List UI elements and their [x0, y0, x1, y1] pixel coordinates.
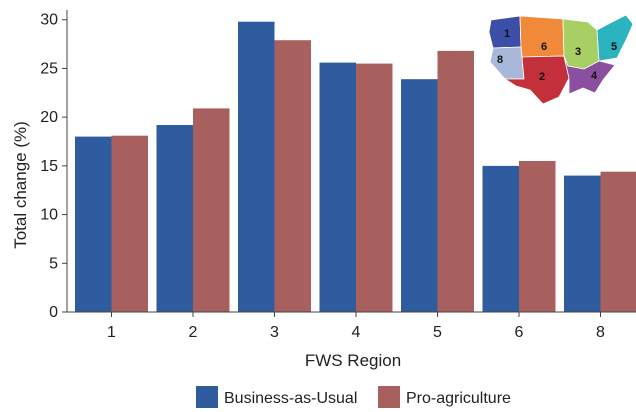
bar-pro-agriculture-region-2 [193, 108, 230, 313]
x-axis-title: FWS Region [305, 351, 401, 370]
map-region-2 [503, 55, 570, 105]
bar-business-as-usual-region-8 [564, 175, 601, 312]
bar-business-as-usual-region-3 [238, 21, 275, 312]
plot-area [75, 21, 636, 313]
y-tick-label-15: 15 [40, 158, 58, 175]
map-label-3: 3 [575, 46, 581, 58]
legend: Business-as-Usual Pro-agriculture [196, 386, 511, 408]
bar-business-as-usual-region-1 [75, 136, 112, 312]
map-region-8 [489, 46, 525, 80]
map-label-5: 5 [611, 41, 617, 53]
x-tick-label-8: 8 [596, 324, 605, 341]
map-region-3 [562, 18, 600, 70]
y-tick-label-5: 5 [49, 255, 58, 272]
map-label-4: 4 [591, 70, 598, 82]
map-label-1: 1 [504, 28, 510, 40]
legend-swatch-pro-agriculture [378, 386, 400, 408]
bar-pro-agriculture-region-6 [519, 161, 556, 312]
bar-pro-agriculture-region-8 [600, 171, 636, 312]
y-axis-title: Total change (%) [11, 121, 30, 249]
bar-pro-agriculture-region-5 [437, 50, 474, 313]
x-tick-label-4: 4 [352, 324, 361, 341]
bar-business-as-usual-region-4 [319, 62, 356, 312]
y-tick-label-25: 25 [40, 60, 58, 77]
legend-swatch-business-as-usual [196, 386, 218, 408]
bar-business-as-usual-region-6 [482, 165, 519, 312]
y-tick-label-0: 0 [49, 304, 58, 321]
x-tick-label-2: 2 [189, 324, 198, 341]
x-tick-label-1: 1 [107, 324, 116, 341]
bar-pro-agriculture-region-1 [111, 135, 148, 312]
x-tick-label-3: 3 [270, 324, 279, 341]
bar-pro-agriculture-region-3 [274, 40, 311, 312]
map-label-8: 8 [497, 54, 503, 66]
us-regions-map-inset: 1 6 3 5 8 2 4 [488, 14, 634, 105]
x-tick-label-6: 6 [515, 324, 524, 341]
legend-label-business-as-usual: Business-as-Usual [224, 390, 357, 407]
map-region-4 [563, 55, 616, 95]
y-tick-label-10: 10 [40, 207, 58, 224]
map-label-6: 6 [541, 41, 547, 53]
bar-pro-agriculture-region-4 [356, 63, 393, 312]
map-label-2: 2 [539, 71, 545, 83]
y-tick-label-20: 20 [40, 109, 58, 126]
map-region-5 [596, 14, 634, 62]
x-tick-label-5: 5 [433, 324, 442, 341]
bar-business-as-usual-region-2 [156, 125, 193, 312]
legend-label-pro-agriculture: Pro-agriculture [406, 390, 511, 407]
y-tick-label-30: 30 [40, 12, 58, 29]
bar-business-as-usual-region-5 [401, 79, 438, 312]
